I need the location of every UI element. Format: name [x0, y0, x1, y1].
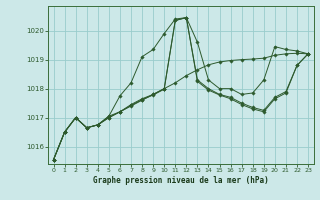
X-axis label: Graphe pression niveau de la mer (hPa): Graphe pression niveau de la mer (hPa) — [93, 176, 269, 185]
